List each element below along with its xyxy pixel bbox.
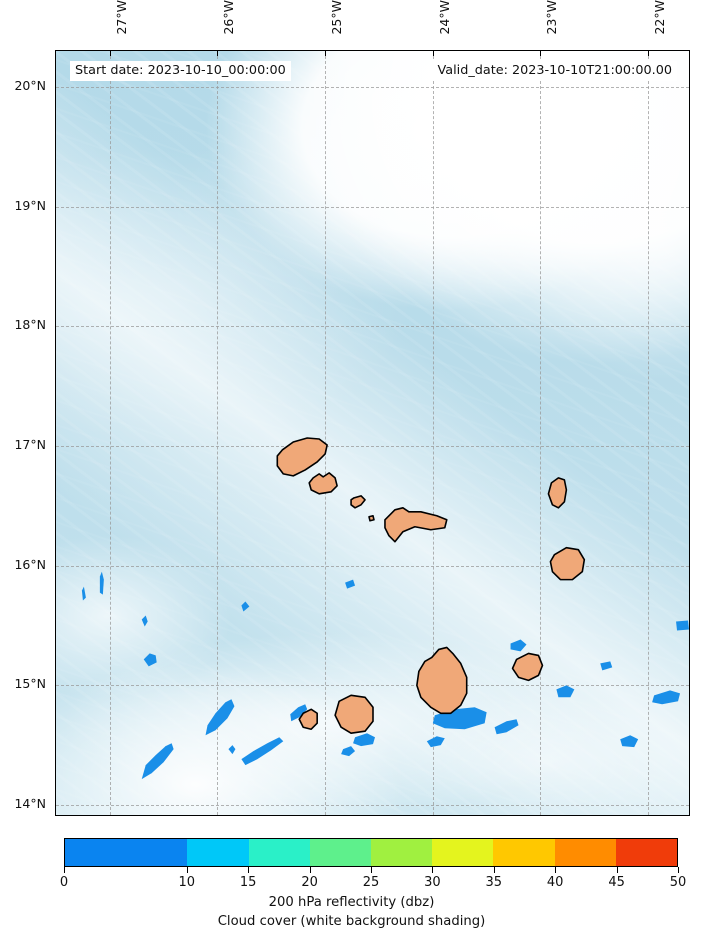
caption-subtitle: Cloud cover (white background shading) (217, 914, 486, 930)
colorbar-tick (678, 867, 679, 873)
colorbar-tick (616, 867, 618, 873)
x-tick (325, 51, 327, 56)
colorbar-tick (64, 867, 65, 873)
colorbar-tick (248, 867, 250, 873)
colorbar-title: 200 hPa reflectivity (dbz) (268, 895, 435, 910)
colorbar-segment (493, 839, 555, 866)
x-tick (109, 51, 111, 56)
y-tick-label: 17°N (14, 436, 46, 452)
islet-branco (368, 514, 375, 522)
gridline-horizontal (56, 565, 689, 567)
x-tick-label: 23°W (544, 0, 560, 35)
y-tick (55, 805, 56, 806)
colorbar-segment (432, 839, 494, 866)
island-boa-vista (549, 546, 586, 581)
island-fogo (334, 694, 374, 735)
x-tick (647, 51, 649, 56)
valid-date-label: Valid_date: 2023-10-10T21:00:00.00 (432, 61, 677, 81)
colorbar[interactable] (64, 838, 678, 867)
start-date-label: Start date: 2023-10-10_00:00:00 (70, 61, 291, 81)
x-tick (540, 51, 542, 56)
colorbar-tick-label: 25 (362, 875, 380, 890)
colorbar-tick-label: 10 (178, 875, 196, 890)
x-tick-label: 22°W (651, 0, 667, 35)
gridline-vertical (647, 51, 649, 815)
y-tick-label: 16°N (14, 556, 46, 572)
colorbar-tick (309, 867, 311, 873)
colorbar-segment (65, 839, 188, 866)
cloud-texture-primary (56, 51, 689, 815)
y-tick-label: 15°N (14, 676, 46, 692)
colorbar-segment (187, 839, 249, 866)
island-santiago (416, 646, 468, 715)
island-sal (547, 477, 568, 509)
gridline-horizontal (56, 445, 689, 447)
island-brava (298, 708, 318, 731)
colorbar-tick-label: 45 (608, 875, 625, 890)
y-tick-label: 20°N (14, 77, 46, 93)
map-axes[interactable]: Start date: 2023-10-10_00:00:00 Valid_da… (55, 50, 690, 816)
x-tick-label: 26°W (221, 0, 237, 35)
gridline-vertical (540, 51, 542, 815)
y-tick-label: 19°N (14, 197, 46, 213)
colorbar-segment (554, 839, 616, 866)
colorbar-segment (309, 839, 371, 866)
x-tick-label: 24°W (436, 0, 452, 35)
colorbar-segment (248, 839, 310, 866)
colorbar-container[interactable]: 0 10 15 20 25 30 35 40 45 50 (60, 838, 686, 890)
y-tick (55, 685, 56, 686)
y-tick-label: 14°N (14, 796, 46, 812)
gridline-horizontal (56, 685, 689, 687)
colorbar-tick-label: 15 (239, 875, 257, 890)
colorbar-tick-label: 50 (669, 875, 687, 890)
caption-block: 200 hPa reflectivity (dbz) Cloud cover (… (0, 893, 703, 931)
x-tick-label: 27°W (113, 0, 129, 35)
colorbar-tick-label: 0 (59, 875, 69, 890)
cloud-cover-southwest (56, 51, 689, 815)
island-sao-vicente (308, 472, 338, 495)
gridline-vertical (109, 51, 111, 815)
colorbar-tick-label: 30 (424, 875, 441, 890)
colorbar-segment (370, 839, 433, 866)
y-tick (55, 566, 56, 567)
colorbar-tick (493, 867, 495, 873)
y-tick (55, 207, 56, 208)
y-tick (55, 87, 56, 88)
x-tick (217, 51, 219, 56)
land-layer (276, 437, 586, 735)
colorbar-segment (615, 839, 677, 866)
y-tick (55, 446, 56, 447)
gridline-vertical (432, 51, 434, 815)
colorbar-tick-label: 35 (485, 875, 503, 890)
x-tick-label: 25°W (329, 0, 345, 35)
cape-verde-islands (276, 437, 586, 735)
gridline-horizontal (56, 326, 689, 328)
y-tick-label: 18°N (14, 317, 46, 333)
island-santa-luzia (350, 495, 366, 509)
x-tick (432, 51, 434, 56)
gridline-vertical (217, 51, 219, 815)
gridline-horizontal (56, 805, 689, 807)
colorbar-tick-label: 20 (301, 875, 318, 890)
colorbar-tick (555, 867, 557, 873)
island-sao-nicolau (384, 507, 448, 543)
colorbar-tick (432, 867, 434, 873)
colorbar-tick (186, 867, 188, 873)
gridline-horizontal (56, 86, 689, 88)
colorbar-tick-label: 40 (546, 875, 564, 890)
y-tick (55, 326, 56, 327)
gridline-vertical (325, 51, 327, 815)
gridline-horizontal (56, 206, 689, 208)
cloud-texture-secondary (56, 51, 689, 815)
colorbar-tick (371, 867, 372, 873)
island-santo-antao (276, 437, 328, 477)
island-maio (511, 652, 544, 682)
